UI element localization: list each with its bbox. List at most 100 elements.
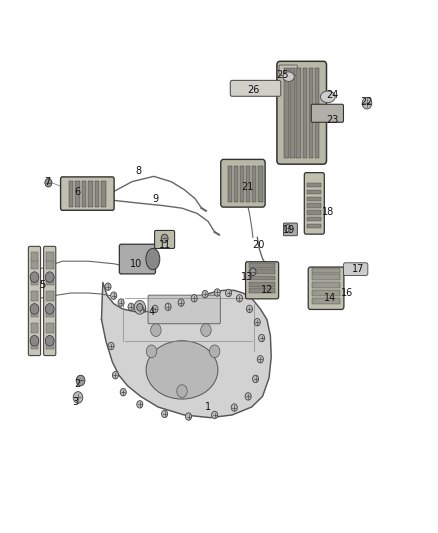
Circle shape [209,345,220,358]
Bar [307,211,321,215]
Circle shape [185,413,191,420]
Circle shape [257,356,263,363]
Bar [258,166,262,202]
Text: 23: 23 [326,115,338,125]
Circle shape [146,345,157,358]
Bar [46,323,53,333]
Circle shape [202,290,208,298]
Circle shape [30,335,39,346]
Bar [303,68,307,158]
Circle shape [45,179,52,187]
Circle shape [137,304,143,311]
Bar [309,68,313,158]
Text: 22: 22 [361,97,373,107]
Circle shape [111,292,117,300]
Ellipse shape [146,248,160,270]
FancyBboxPatch shape [279,65,297,76]
Circle shape [212,411,218,419]
Bar [46,308,53,317]
Circle shape [118,299,124,306]
Bar [88,181,93,207]
Bar [46,252,53,261]
Text: 13: 13 [241,272,254,282]
Bar [315,68,319,158]
FancyBboxPatch shape [155,230,175,248]
Circle shape [105,283,111,290]
Bar [249,269,275,274]
Circle shape [140,305,146,313]
Circle shape [73,392,83,403]
Bar [82,181,86,207]
Bar [312,298,340,304]
Text: 14: 14 [324,293,336,303]
Bar [46,339,53,349]
Circle shape [120,389,126,396]
Bar [31,260,39,269]
FancyBboxPatch shape [119,244,155,274]
Text: 25: 25 [276,70,288,79]
Bar [31,323,39,333]
Bar [31,339,39,349]
FancyBboxPatch shape [277,61,326,164]
Text: 8: 8 [135,166,141,176]
Circle shape [231,404,237,411]
Bar [228,166,232,202]
Text: 26: 26 [247,85,259,95]
Circle shape [362,98,372,109]
FancyBboxPatch shape [44,246,56,356]
Circle shape [162,410,168,418]
Bar [307,197,321,201]
FancyBboxPatch shape [343,263,368,276]
Circle shape [201,324,211,336]
Ellipse shape [321,91,335,103]
Text: 12: 12 [261,285,273,295]
Circle shape [46,304,54,314]
Bar [75,181,80,207]
Text: 1: 1 [205,402,211,412]
Bar [307,204,321,208]
Bar [312,274,340,280]
Text: 6: 6 [74,187,81,197]
Bar [297,68,301,158]
Bar [95,181,99,207]
Circle shape [76,375,85,386]
Circle shape [151,324,161,336]
Text: 7: 7 [44,176,50,187]
Bar [102,181,106,207]
Circle shape [178,299,184,306]
Circle shape [253,375,258,383]
Bar [307,190,321,194]
Bar [307,224,321,228]
Text: 18: 18 [321,207,334,217]
Text: 2: 2 [74,379,81,389]
FancyBboxPatch shape [148,295,220,324]
Ellipse shape [283,72,294,82]
Bar [31,276,39,285]
Circle shape [113,372,118,379]
Text: 5: 5 [39,280,46,290]
Text: 4: 4 [148,306,155,317]
FancyBboxPatch shape [283,223,297,236]
Bar [307,217,321,221]
Bar [307,183,321,187]
Bar [31,292,39,301]
Circle shape [285,224,291,232]
Circle shape [134,301,145,314]
Circle shape [152,305,158,313]
Circle shape [137,401,143,408]
Bar [69,181,73,207]
Polygon shape [102,282,271,418]
Text: 17: 17 [352,264,364,274]
Circle shape [226,289,232,297]
Text: 11: 11 [159,240,171,251]
Circle shape [128,303,134,311]
FancyBboxPatch shape [304,173,324,234]
Circle shape [245,393,251,400]
FancyBboxPatch shape [60,177,114,211]
Circle shape [161,234,168,243]
Circle shape [30,272,39,282]
Circle shape [165,303,171,311]
Text: 16: 16 [341,288,353,298]
Text: 21: 21 [241,182,254,192]
Circle shape [254,318,260,326]
